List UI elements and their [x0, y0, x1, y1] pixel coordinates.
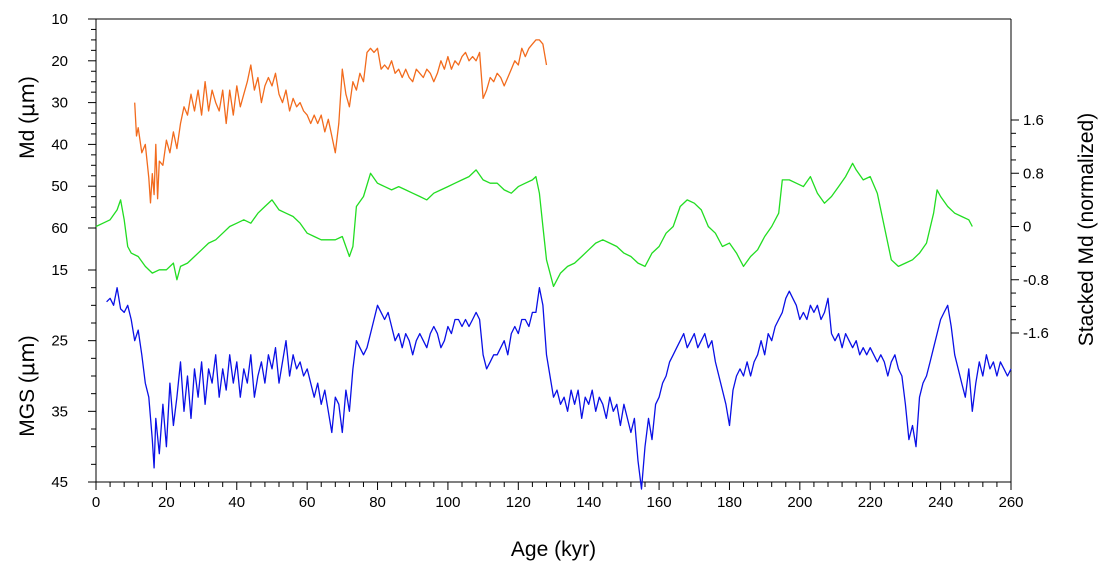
x-tick-label: 120 — [506, 494, 531, 511]
stacked-md-series-line — [95, 162, 973, 288]
stacked-tick-label: 0.8 — [1023, 165, 1044, 182]
x-tick-label: 80 — [369, 494, 386, 511]
x-tick-label: 0 — [92, 494, 100, 511]
x-tick-label: 220 — [858, 494, 883, 511]
md-axis-title-unit: μm — [15, 83, 39, 117]
x-tick-label: 100 — [435, 494, 460, 511]
md-axis-ticks: 10 20 30 40 50 60 — [51, 11, 96, 237]
x-tick-label: 200 — [787, 494, 812, 511]
mgs-tick-label: 25 — [51, 333, 68, 350]
x-tick-label: 60 — [299, 494, 316, 511]
x-tick-label: 40 — [228, 494, 245, 511]
mgs-axis-ticks: 15 25 35 45 — [51, 262, 96, 491]
x-tick-label: 180 — [717, 494, 742, 511]
x-axis-ticks: 0 20 40 60 80 100 120 140 160 180 200 220 240 260 — [92, 482, 1024, 511]
md-tick-label: 10 — [51, 11, 68, 28]
mgs-tick-label: 15 — [51, 262, 68, 279]
plot-frame — [95, 18, 1012, 483]
md-tick-label: 20 — [51, 53, 68, 70]
stacked-tick-label: -0.8 — [1023, 272, 1049, 289]
stacked-md-axis-ticks: 1.6 0.8 0 -0.8 -1.6 — [1011, 112, 1049, 342]
stacked-tick-label: 1.6 — [1023, 112, 1044, 129]
mgs-axis-title-suffix: ) — [16, 335, 39, 342]
x-tick-label: 160 — [647, 494, 672, 511]
x-tick-label: 240 — [928, 494, 953, 511]
md-tick-label: 60 — [51, 220, 68, 237]
x-axis-title: Age (kyr) — [511, 538, 596, 561]
md-tick-label: 30 — [51, 95, 68, 112]
md-axis-title: Md (μm) — [15, 76, 39, 159]
md-axis-title-prefix: Md ( — [16, 117, 39, 159]
md-axis-title-suffix: ) — [16, 76, 39, 83]
md-tick-label: 40 — [51, 136, 68, 153]
stacked-md-axis-title: Stacked Md (normalized) — [1075, 113, 1098, 346]
md-series-line — [134, 39, 548, 204]
mgs-axis-title: MGS (μm) — [15, 335, 39, 437]
stacked-tick-label: -1.6 — [1023, 325, 1049, 342]
mgs-axis-title-prefix: MGS ( — [16, 376, 39, 437]
x-tick-label: 260 — [998, 494, 1023, 511]
mgs-series-line — [106, 287, 1012, 490]
mgs-tick-label: 45 — [51, 474, 68, 491]
x-tick-label: 20 — [158, 494, 175, 511]
series-lines — [95, 39, 1012, 490]
stacked-tick-label: 0 — [1023, 219, 1031, 236]
md-tick-label: 50 — [51, 178, 68, 195]
x-tick-label: 140 — [576, 494, 601, 511]
mgs-axis-title-unit: μm — [15, 342, 39, 376]
mgs-tick-label: 35 — [51, 403, 68, 420]
